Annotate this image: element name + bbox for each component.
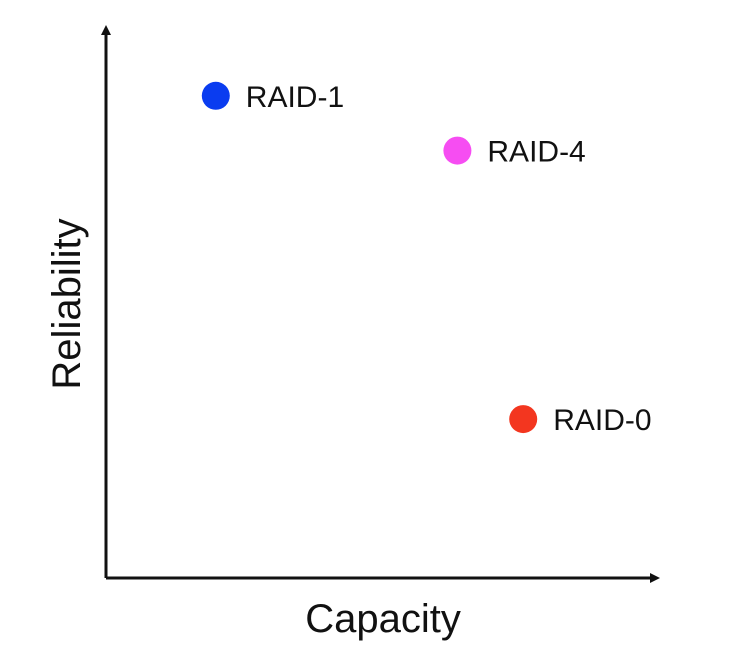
point-raid-1	[201, 81, 230, 110]
point-raid-4	[443, 136, 472, 165]
x-axis-label: Capacity	[305, 597, 461, 641]
point-label-raid-4: RAID-4	[487, 136, 585, 169]
y-axis-label: Reliability	[45, 218, 89, 389]
point-label-raid-1: RAID-1	[246, 81, 344, 114]
points-layer: RAID-1 RAID-4 RAID-0	[201, 81, 652, 437]
point-label-raid-0: RAID-0	[553, 404, 651, 437]
point-raid-0	[509, 405, 538, 434]
